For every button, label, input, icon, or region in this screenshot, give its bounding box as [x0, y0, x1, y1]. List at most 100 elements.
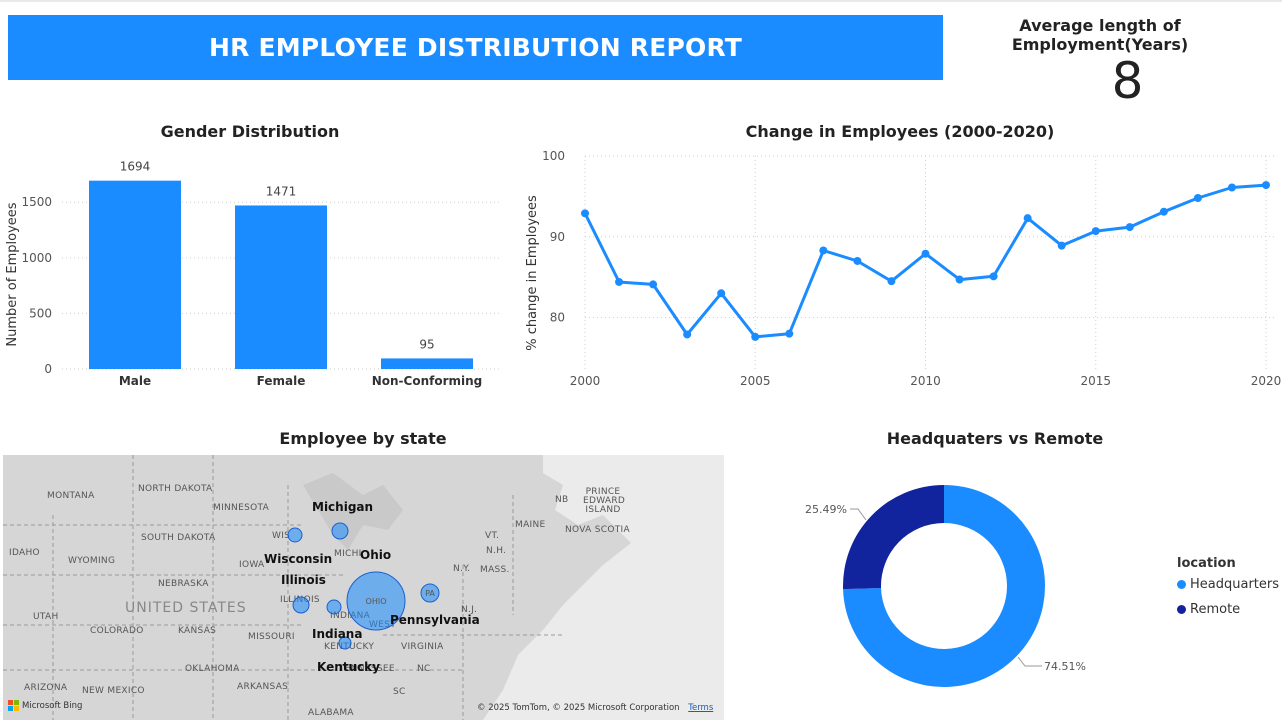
map-geo-label: ALABAMA [308, 708, 354, 718]
kpi-title: Average length of Employment(Years) [1011, 16, 1189, 54]
map-geo-label: MONTANA [47, 491, 95, 501]
donut-leader-headquarters [1017, 656, 1042, 667]
legend-dot-headquarters [1177, 580, 1186, 589]
donut-label-headquarters: 74.51% [1044, 660, 1086, 673]
bar-ytick-label: 1500 [21, 195, 52, 209]
map-bubble-wisconsin [287, 527, 303, 543]
kpi-value: 8 [1111, 52, 1144, 110]
map-geo-label: MISSOURI [248, 632, 295, 642]
map-geo-label: WYOMING [68, 556, 116, 566]
bar-ytick-label: 0 [44, 362, 52, 376]
map-state-label-indiana: Indiana [312, 627, 363, 641]
map-geo-label: ARKANSAS [237, 682, 289, 692]
gender-chart-title: Gender Distribution [160, 122, 340, 141]
location-donut-chart: 74.51% 25.49% [805, 485, 1086, 687]
map-geo-label: KANSAS [178, 626, 217, 636]
line-ytick-label: 100 [542, 149, 565, 163]
line-y-axis-label: % change in Employees [525, 195, 540, 351]
line-point [1023, 214, 1032, 223]
map-state-label-ohio: Ohio [360, 548, 392, 562]
bar-non-conforming [381, 358, 473, 369]
line-point [649, 280, 658, 289]
bar-ytick-label: 500 [29, 306, 52, 320]
employee-change-line-chart: 80 90 100 2000 2005 2010 2015 2020 % change in E… [525, 149, 1282, 388]
map-geo-label: TENNESSEE [339, 664, 395, 674]
line-point [819, 246, 828, 255]
map-geo-label: UNITED STATES [125, 600, 247, 616]
bar-category-label: Non-Conforming [372, 374, 483, 388]
line-point [955, 275, 964, 284]
bing-logo: Microsoft Bing [8, 700, 82, 711]
line-point [1193, 193, 1202, 202]
map-bubble-indiana [326, 599, 342, 615]
bar-female [235, 205, 327, 369]
map-geo-label: PRINCE EDWARD ISLAND [583, 487, 626, 515]
map-geo-label: NEBRASKA [158, 579, 209, 589]
microsoft-logo-icon [8, 700, 19, 711]
map-geo-label: MAINE [515, 520, 546, 530]
map-geo-label: ARIZONA [24, 683, 68, 693]
map-background [3, 455, 724, 720]
legend-item-headquarters[interactable]: Headquarters [1177, 577, 1279, 592]
map-title: Employee by state [279, 429, 447, 448]
line-point [615, 277, 624, 286]
bar-y-axis-label: Number of Employees [5, 202, 20, 346]
map-terms-link[interactable]: Terms [688, 703, 714, 713]
line-point [683, 330, 692, 339]
line-xtick-label: 2015 [1080, 374, 1111, 388]
donut-slice-headquarters [843, 485, 1045, 687]
map-geo-label: N.Y. [453, 564, 471, 574]
map-geo-label: MASS. [480, 565, 510, 575]
map-geo-label: SOUTH DAKOTA [141, 533, 216, 543]
line-point [1262, 181, 1270, 190]
line-point [785, 329, 794, 338]
bar-data-label: 1694 [120, 160, 151, 174]
bing-label: Microsoft Bing [22, 700, 83, 711]
map-state-label-pennsylvania: Pennsylvania [390, 613, 480, 627]
legend-item-remote[interactable]: Remote [1177, 602, 1240, 617]
state-borders [3, 455, 563, 720]
map-bubble-illinois [292, 596, 310, 614]
donut-leader-remote [850, 508, 867, 521]
line-point [1159, 207, 1168, 216]
map-geo-label: NORTH DAKOTA [138, 484, 213, 494]
map-geo-label: VIRGINIA [401, 642, 444, 652]
map-geo-label: NB [555, 495, 569, 505]
map-geo-label: MINNESOTA [213, 503, 270, 513]
line-point [989, 272, 998, 281]
map-bubble-michigan [331, 522, 349, 540]
map-geo-label: UTAH [33, 612, 59, 622]
map-geo-label: NOVA SCOTIA [565, 525, 630, 535]
line-point [1057, 241, 1066, 250]
map-geo-label: N.H. [486, 546, 507, 556]
line-point [1227, 183, 1236, 192]
ocean-area [483, 455, 724, 720]
line-point [581, 209, 589, 218]
line-point [717, 289, 726, 298]
employee-state-map[interactable]: MONTANA NORTH DAKOTA MINNESOTA SOUTH DAKOTA… [3, 455, 724, 720]
line-point [1091, 227, 1100, 236]
donut-label-remote: 25.49% [805, 503, 847, 516]
line-point [887, 277, 896, 286]
map-bubble-label-pennsylvania: PA [425, 589, 435, 598]
report-title-banner: HR EMPLOYEE DISTRIBUTION REPORT [8, 15, 943, 80]
line-point [853, 256, 862, 265]
line-point [921, 249, 930, 258]
line-xtick-label: 2020 [1251, 374, 1282, 388]
legend-label-remote: Remote [1190, 602, 1241, 617]
map-state-label-kentucky: Kentucky [317, 660, 380, 674]
bar-data-label: 95 [419, 337, 434, 351]
map-state-label-wisconsin: Wisconsin [264, 552, 333, 566]
map-state-label-michigan: Michigan [312, 500, 374, 514]
map-geo-label: WIS [272, 531, 291, 541]
line-ytick-label: 80 [550, 311, 565, 325]
legend-title: location [1177, 556, 1236, 571]
bar-male [89, 180, 181, 369]
bar-ytick-label: 1000 [21, 251, 52, 265]
map-geo-label: NC [417, 664, 431, 674]
line-point [751, 332, 760, 341]
map-geo-label: INDIANA [330, 611, 371, 621]
map-bubbles: OHIO PA [287, 522, 440, 650]
bar-category-label: Female [257, 374, 306, 388]
